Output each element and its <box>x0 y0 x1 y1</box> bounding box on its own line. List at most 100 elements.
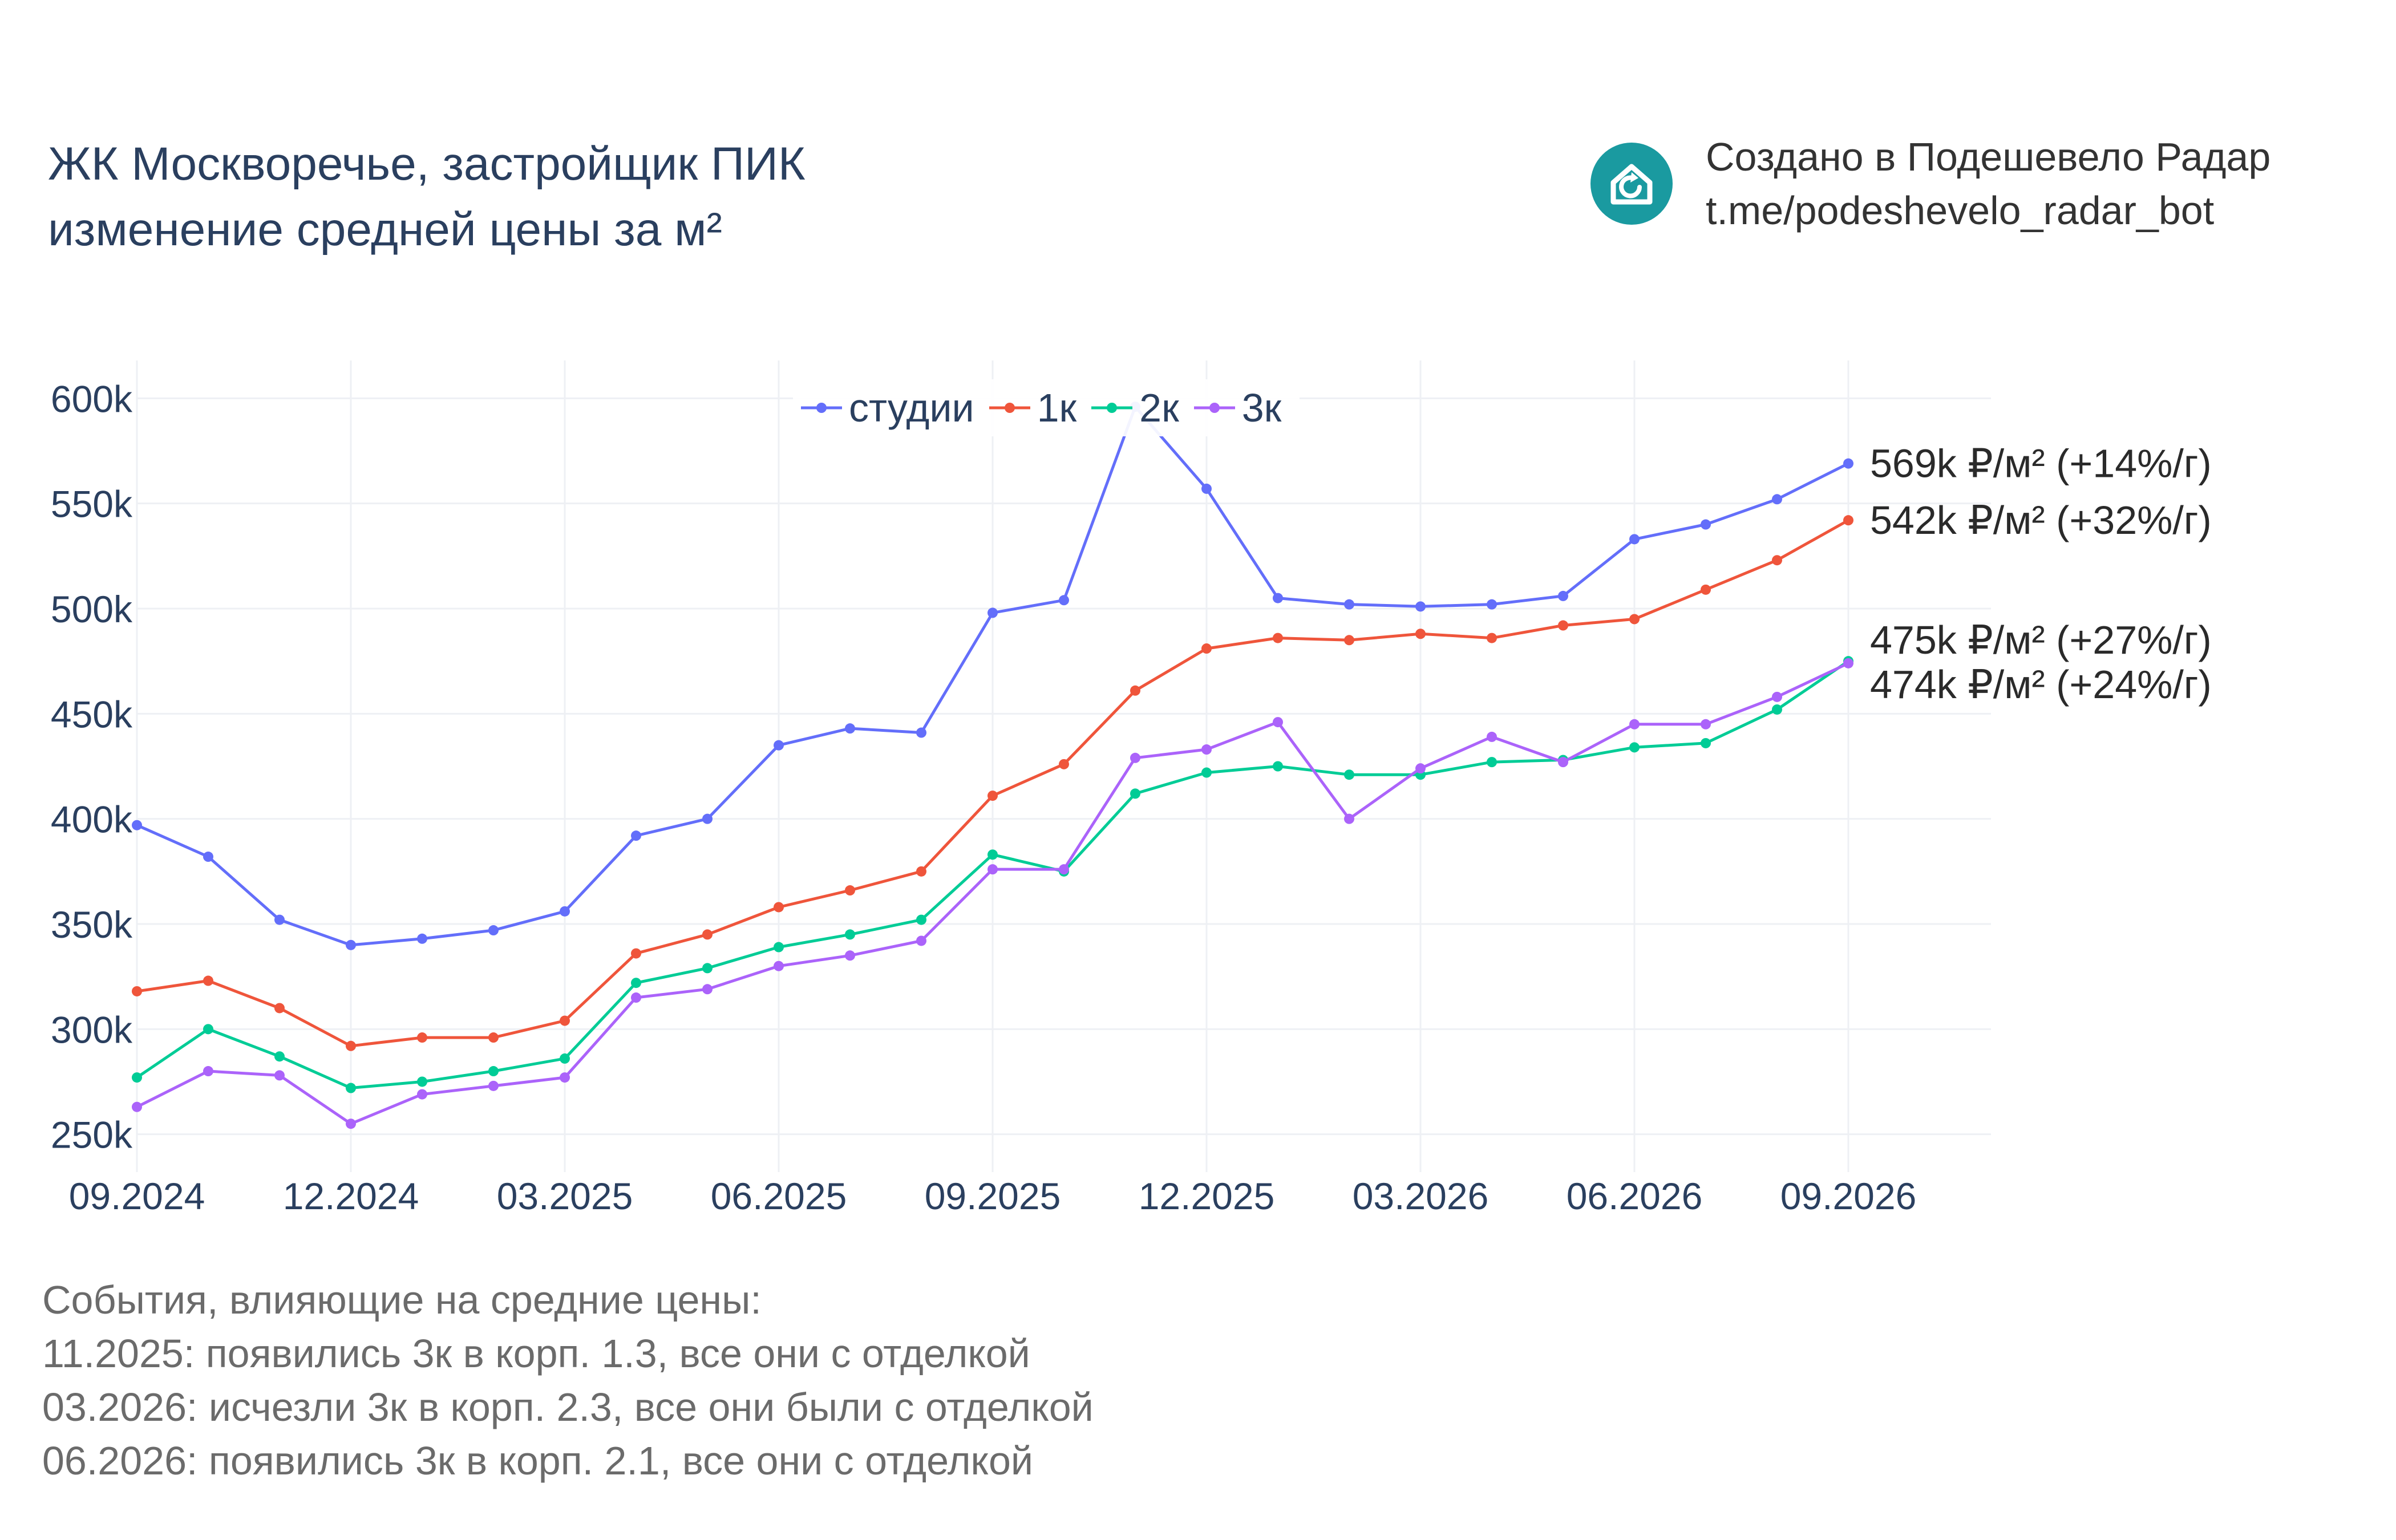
data-point <box>1772 704 1782 715</box>
data-point <box>1273 593 1283 603</box>
legend-swatch-icon <box>989 403 1030 413</box>
credit-link[interactable]: t.me/podeshevelo_radar_bot <box>1706 188 2215 233</box>
data-point <box>1344 635 1354 646</box>
data-point <box>1201 767 1212 778</box>
data-point <box>987 864 998 875</box>
data-point <box>1130 685 1140 696</box>
data-point <box>1629 614 1640 625</box>
data-point <box>203 1024 213 1035</box>
data-point <box>1701 737 1711 748</box>
data-point <box>560 1053 570 1064</box>
y-tick-label: 250k <box>51 1114 133 1156</box>
series-end-label: 569k ₽/м² (+14%/г) <box>1870 441 2212 486</box>
legend-label: студии <box>849 386 974 430</box>
data-point <box>1487 599 1497 610</box>
data-point <box>1701 519 1711 530</box>
event-item-2: 03.2026: исчезли 3к в корп. 2.3, все они… <box>42 1385 1094 1429</box>
data-point <box>560 1072 570 1083</box>
data-point <box>132 986 142 996</box>
data-point <box>1273 717 1283 728</box>
data-point <box>702 963 713 974</box>
data-point <box>1344 599 1354 610</box>
data-point <box>631 948 641 959</box>
data-point <box>1344 813 1354 824</box>
data-point <box>1843 658 1853 668</box>
y-tick-label: 550k <box>51 483 133 525</box>
data-point <box>1201 744 1212 755</box>
credit-line-1: Создано в Подешевело Радар <box>1706 135 2271 179</box>
chart-title-line-1: ЖК Москворечье, застройщик ПИК <box>48 138 806 190</box>
data-point <box>1487 633 1497 643</box>
series-end-label: 542k ₽/м² (+32%/г) <box>1870 498 2212 542</box>
x-tick-label: 09.2026 <box>1780 1175 1917 1217</box>
data-point <box>1772 691 1782 702</box>
data-point <box>1415 763 1426 774</box>
data-point <box>987 607 998 618</box>
event-item-3: 06.2026: появились 3к в корп. 2.1, все о… <box>42 1438 1033 1483</box>
legend-swatch-icon <box>1091 403 1133 413</box>
data-point <box>1558 620 1568 631</box>
legend-item[interactable]: 2к <box>1089 385 1179 431</box>
data-point <box>274 914 285 925</box>
data-point <box>1629 534 1640 545</box>
data-point <box>1273 761 1283 772</box>
data-point <box>1130 752 1140 763</box>
data-point <box>774 942 784 953</box>
data-point <box>132 1101 142 1112</box>
data-point <box>203 975 213 986</box>
legend-swatch-icon <box>801 403 842 413</box>
data-point <box>488 1066 499 1077</box>
data-point <box>1772 555 1782 566</box>
data-point <box>1843 515 1853 526</box>
legend-label: 2к <box>1139 386 1179 430</box>
data-point <box>488 925 499 936</box>
data-point <box>987 849 998 860</box>
axis-ticks: 250k 300k 350k 400k 450k 500k 550k 600k 09.2024 1… <box>51 378 1916 1217</box>
data-point <box>274 1051 285 1062</box>
legend-item[interactable]: 1к <box>987 385 1077 431</box>
data-point <box>845 723 855 734</box>
data-point <box>916 914 926 925</box>
event-item-1: 11.2025: появились 3к в корп. 1.3, все о… <box>42 1331 1030 1376</box>
data-point <box>845 929 855 940</box>
data-point <box>916 935 926 946</box>
y-tick-label: 600k <box>51 378 133 420</box>
legend: студии 1к 2к 3к <box>793 379 1300 436</box>
x-tick-label: 09.2025 <box>925 1175 1061 1217</box>
data-point <box>916 866 926 877</box>
data-point <box>987 791 998 801</box>
data-point <box>774 740 784 751</box>
events-heading: События, влияющие на средние цены: <box>42 1278 762 1322</box>
data-point <box>346 1118 356 1129</box>
data-point <box>417 1089 427 1100</box>
data-point <box>1201 643 1212 654</box>
data-point <box>203 1066 213 1077</box>
series-2 <box>132 515 1853 1051</box>
data-point <box>1415 601 1426 612</box>
x-tick-label: 06.2025 <box>711 1175 847 1217</box>
y-tick-label: 300k <box>51 1008 133 1051</box>
series-end-label: 474k ₽/м² (+24%/г) <box>1870 662 2212 707</box>
data-point <box>488 1032 499 1043</box>
data-point <box>1059 864 1069 875</box>
legend-label: 1к <box>1037 386 1077 430</box>
x-tick-label: 12.2025 <box>1139 1175 1275 1217</box>
data-point <box>631 992 641 1003</box>
data-point <box>1201 483 1212 494</box>
data-point <box>631 830 641 841</box>
data-point <box>346 1040 356 1051</box>
y-tick-label: 500k <box>51 588 133 630</box>
data-point <box>1701 719 1711 730</box>
legend-item[interactable]: студии <box>799 385 974 431</box>
data-point <box>1558 757 1568 768</box>
data-point <box>1772 494 1782 505</box>
data-point <box>1415 629 1426 639</box>
data-point <box>1558 590 1568 601</box>
house-refresh-icon <box>1590 143 1673 225</box>
data-point <box>488 1080 499 1091</box>
data-point <box>203 852 213 862</box>
series-1 <box>132 402 1853 950</box>
legend-item[interactable]: 3к <box>1192 385 1281 431</box>
data-point <box>274 1070 285 1081</box>
